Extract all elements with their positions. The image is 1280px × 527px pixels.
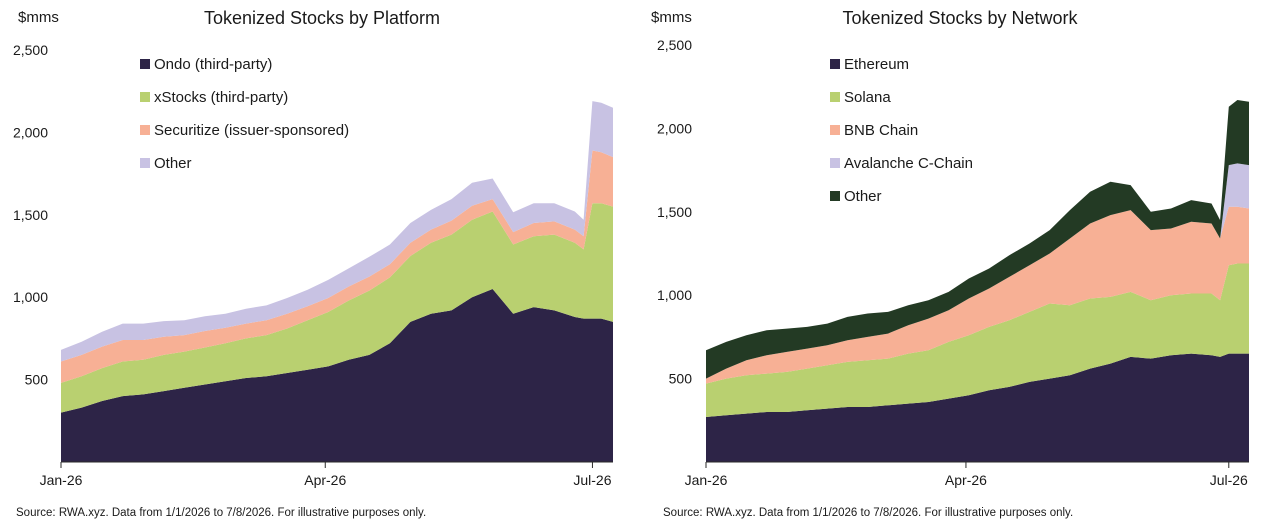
chart-1-y-tick-label: 1,500 xyxy=(657,204,692,220)
chart-1-y-tick-label: 1,000 xyxy=(657,287,692,303)
chart-0-legend-swatch xyxy=(140,125,150,135)
chart-tokenized-stocks-by-network: $mms Tokenized Stocks by Network 500 1,00… xyxy=(651,8,1249,519)
chart-1-area-other xyxy=(706,100,1249,379)
chart-0-title: Tokenized Stocks by Platform xyxy=(204,8,440,28)
chart-1-y-ticks: 500 1,000 1,500 2,000 2,500 xyxy=(657,37,692,387)
chart-0-area-other xyxy=(61,101,613,362)
chart-1-y-tick-label: 2,500 xyxy=(657,37,692,53)
chart-0-y-tick-label: 2,500 xyxy=(13,42,48,58)
chart-1-areas xyxy=(706,100,1249,462)
chart-0-legend-swatch xyxy=(140,92,150,102)
chart-0-legend-label: Other xyxy=(154,155,192,172)
chart-1-legend-swatch xyxy=(830,191,840,201)
chart-1-x-tick-label: Apr-26 xyxy=(945,472,987,488)
chart-0-x-tick-label: Apr-26 xyxy=(304,472,346,488)
chart-0-legend-label: Securitize (issuer-sponsored) xyxy=(154,122,349,139)
chart-1-ylabel: $mms xyxy=(651,9,692,26)
chart-1-area-ethereum xyxy=(706,353,1249,462)
chart-1-x-tick-label: Jul-26 xyxy=(1210,472,1248,488)
chart-0-y-tick-label: 500 xyxy=(25,372,49,388)
chart-1-area-bnb-chain xyxy=(706,206,1249,384)
chart-0-legend-label: xStocks (third-party) xyxy=(154,89,288,106)
chart-0-area-securitize-issuer-sponsored xyxy=(61,150,613,383)
chart-0-x-tick-label: Jan-26 xyxy=(40,472,83,488)
chart-1-legend-swatch xyxy=(830,158,840,168)
chart-1-legend-label: Solana xyxy=(844,89,891,106)
chart-0-x-tick-label: Jul-26 xyxy=(573,472,611,488)
chart-1-title: Tokenized Stocks by Network xyxy=(842,8,1078,28)
chart-1-legend-label: Avalanche C-Chain xyxy=(844,155,973,172)
chart-0-y-ticks: 500 1,000 1,500 2,000 2,500 xyxy=(13,42,48,388)
chart-0-x-axis: Jan-26 Apr-26 Jul-26 xyxy=(40,461,613,488)
chart-tokenized-stocks-by-platform: $mms Tokenized Stocks by Platform 500 1,0… xyxy=(13,8,613,519)
chart-1-legend-label: Other xyxy=(844,188,882,205)
chart-1-x-tick-label: Jan-26 xyxy=(685,472,728,488)
chart-1-legend-swatch xyxy=(830,59,840,69)
chart-0-legend-swatch xyxy=(140,158,150,168)
chart-0-areas xyxy=(61,101,613,462)
chart-0-legend-swatch xyxy=(140,59,150,69)
chart-1-area-solana xyxy=(706,263,1249,417)
chart-0-y-tick-label: 1,000 xyxy=(13,289,48,305)
chart-1-y-tick-label: 500 xyxy=(669,371,693,387)
chart-1-x-axis: Jan-26 Apr-26 Jul-26 xyxy=(685,461,1249,488)
chart-1-legend-label: BNB Chain xyxy=(844,122,918,139)
chart-0-area-xstocks-third-party xyxy=(61,203,613,413)
chart-0-y-tick-label: 1,500 xyxy=(13,207,48,223)
chart-0-source-note: Source: RWA.xyz. Data from 1/1/2026 to 7… xyxy=(16,507,426,519)
chart-1-y-tick-label: 2,000 xyxy=(657,120,692,136)
chart-1-source-note: Source: RWA.xyz. Data from 1/1/2026 to 7… xyxy=(663,507,1073,519)
chart-0-y-tick-label: 2,000 xyxy=(13,124,48,140)
chart-1-legend-swatch xyxy=(830,125,840,135)
chart-0-ylabel: $mms xyxy=(18,9,59,26)
chart-0-legend: Ondo (third-party) xStocks (third-party) S… xyxy=(140,56,349,172)
chart-1-legend-swatch xyxy=(830,92,840,102)
chart-1-legend: Ethereum Solana BNB Chain Avalanche C-Chain… xyxy=(830,56,973,205)
chart-0-legend-label: Ondo (third-party) xyxy=(154,56,272,73)
chart-1-legend-label: Ethereum xyxy=(844,56,909,73)
chart-0-area-ondo-third-party xyxy=(61,289,613,462)
